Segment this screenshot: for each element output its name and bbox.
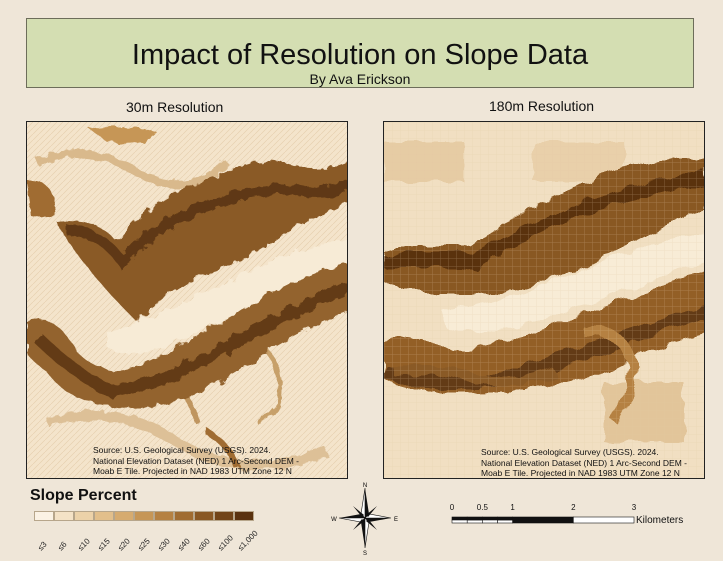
legend-class-label: ≤10 — [76, 536, 92, 553]
legend-class-label: ≤100 — [216, 533, 235, 553]
legend-class-label: ≤1,000 — [236, 528, 260, 553]
source-note-30m: Source: U.S. Geological Survey (USGS). 2… — [93, 445, 299, 477]
map-subtitle: By Ava Erickson — [309, 71, 411, 87]
legend-swatches — [34, 511, 254, 521]
source-line: Source: U.S. Geological Survey (USGS). 2… — [481, 447, 659, 457]
legend-title: Slope Percent — [30, 487, 137, 504]
legend-labels: ≤3 ≤6 ≤10 ≤15 ≤20 ≤25 ≤30 ≤40 ≤60 ≤100 ≤1,000 — [34, 524, 294, 554]
source-line: Moab E Tile. Projected in NAD 1983 UTM Z… — [93, 466, 292, 476]
legend-swatch — [34, 511, 54, 521]
source-note-180m: Source: U.S. Geological Survey (USGS). 2… — [481, 447, 687, 479]
scale-segment — [451, 519, 468, 524]
source-line: Moab E Tile. Projected in NAD 1983 UTM Z… — [481, 468, 680, 478]
panel-label-30m: 30m Resolution — [126, 99, 224, 115]
legend-class-label: ≤60 — [196, 536, 212, 553]
map-30m[interactable] — [26, 121, 348, 479]
scale-segment — [466, 519, 483, 524]
scale-tick-label: 3 — [631, 503, 637, 512]
legend-swatch — [54, 511, 74, 521]
compass-s: S — [363, 551, 367, 556]
scale-tick-label: 1 — [510, 503, 515, 512]
scale-units: Kilometers — [636, 515, 684, 526]
scale-bar-graphic — [451, 516, 635, 524]
legend-swatch — [194, 511, 214, 521]
title-box: Impact of Resolution on Slope Data By Av… — [26, 18, 694, 88]
source-line: Source: U.S. Geological Survey (USGS). 2… — [93, 445, 271, 455]
legend-swatch — [234, 511, 254, 521]
scale-segment — [497, 519, 513, 524]
compass-e: E — [394, 517, 398, 523]
legend-swatch — [134, 511, 154, 521]
legend-swatch — [74, 511, 94, 521]
legend-class-label: ≤25 — [136, 536, 152, 553]
legend-class-label: ≤30 — [156, 536, 172, 553]
scale-segment — [482, 519, 498, 524]
source-line: National Elevation Dataset (NED) 1 Arc-S… — [93, 455, 299, 466]
compass-n: N — [363, 483, 367, 489]
legend-class-label: ≤20 — [116, 536, 132, 553]
scale-segment — [512, 516, 574, 524]
source-line: National Elevation Dataset (NED) 1 Arc-S… — [481, 457, 687, 468]
compass-rose-icon: N S E W — [331, 483, 398, 557]
legend-swatch — [94, 511, 114, 521]
slope-raster-180m — [384, 122, 704, 478]
legend-class-label: ≤15 — [96, 536, 112, 553]
legend-swatch — [154, 511, 174, 521]
scale-segment — [451, 516, 468, 521]
scale-segment — [573, 516, 635, 524]
panel-label-180m: 180m Resolution — [489, 98, 595, 114]
legend-class-label: ≤6 — [56, 539, 69, 553]
compass-w: W — [331, 517, 337, 523]
scale-tick-label: 0.5 — [476, 503, 488, 512]
map-title: Impact of Resolution on Slope Data — [131, 39, 589, 71]
scale-tick-label: 0 — [449, 503, 455, 512]
north-arrow: N S E W — [330, 480, 400, 557]
scale-segment — [482, 516, 498, 521]
slope-raster-30m — [27, 122, 347, 478]
map-180m[interactable] — [383, 121, 705, 479]
legend-swatch — [114, 511, 134, 521]
legend-class-label: ≤40 — [176, 536, 192, 553]
legend-swatch — [214, 511, 234, 521]
scale-segment — [466, 516, 483, 521]
scale-tick-label: 2 — [571, 503, 576, 512]
scale-bar: Kilometers 0 0.5 1 2 3 — [446, 503, 706, 533]
scale-segment — [497, 516, 513, 521]
legend-class-label: ≤3 — [36, 539, 49, 553]
legend-swatch — [174, 511, 194, 521]
